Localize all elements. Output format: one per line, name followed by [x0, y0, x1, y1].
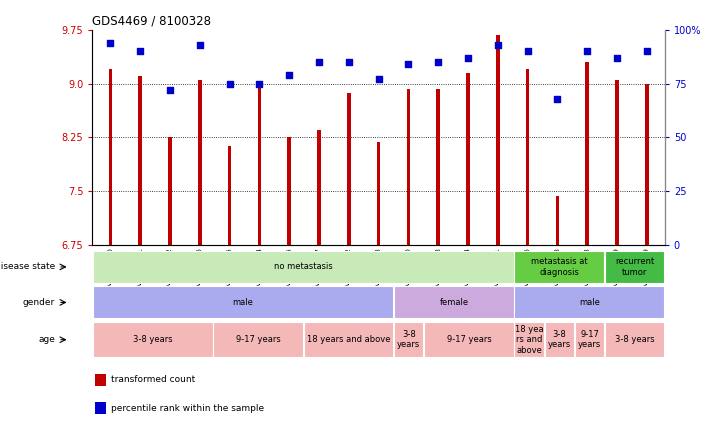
- Bar: [585, 62, 589, 245]
- Text: 3-8 years: 3-8 years: [615, 335, 654, 344]
- Bar: [466, 73, 470, 245]
- Bar: [545, 322, 574, 357]
- Bar: [394, 286, 514, 319]
- Text: 9-17
years: 9-17 years: [578, 330, 601, 349]
- Point: [224, 80, 235, 87]
- Bar: [95, 402, 106, 414]
- Point: [552, 95, 563, 102]
- Point: [254, 80, 265, 87]
- Point: [373, 76, 384, 82]
- Bar: [407, 88, 410, 245]
- Bar: [317, 130, 321, 245]
- Bar: [556, 196, 560, 245]
- Text: transformed count: transformed count: [111, 375, 195, 385]
- Bar: [287, 137, 291, 245]
- Bar: [615, 80, 619, 245]
- Text: 9-17 years: 9-17 years: [236, 335, 280, 344]
- Bar: [139, 77, 142, 245]
- Text: 3-8
years: 3-8 years: [397, 330, 420, 349]
- Bar: [515, 322, 544, 357]
- Point: [582, 48, 593, 55]
- Bar: [574, 322, 604, 357]
- Bar: [228, 146, 231, 245]
- Point: [492, 41, 503, 48]
- Text: 18 yea
rs and
above: 18 yea rs and above: [515, 325, 543, 354]
- Bar: [109, 69, 112, 245]
- Text: GDS4469 / 8100328: GDS4469 / 8100328: [92, 14, 211, 27]
- Bar: [257, 84, 261, 245]
- Point: [284, 71, 295, 78]
- Point: [105, 39, 116, 46]
- Point: [462, 54, 474, 61]
- Bar: [168, 137, 172, 245]
- Bar: [92, 251, 514, 283]
- Bar: [437, 88, 440, 245]
- Bar: [526, 69, 530, 245]
- Text: disease state: disease state: [0, 262, 55, 272]
- Bar: [515, 286, 665, 319]
- Bar: [95, 374, 106, 386]
- Bar: [377, 142, 380, 245]
- Point: [164, 87, 176, 93]
- Text: male: male: [579, 298, 600, 307]
- Text: age: age: [38, 335, 55, 344]
- Point: [314, 58, 325, 65]
- Text: metastasis at
diagnosis: metastasis at diagnosis: [531, 257, 588, 277]
- Bar: [92, 322, 213, 357]
- Text: 3-8 years: 3-8 years: [133, 335, 173, 344]
- Text: percentile rank within the sample: percentile rank within the sample: [111, 404, 264, 412]
- Text: 18 years and above: 18 years and above: [306, 335, 390, 344]
- Bar: [424, 322, 514, 357]
- Bar: [198, 80, 201, 245]
- Text: 9-17 years: 9-17 years: [447, 335, 491, 344]
- Point: [134, 48, 146, 55]
- Bar: [605, 251, 665, 283]
- Bar: [213, 322, 303, 357]
- Bar: [394, 322, 424, 357]
- Text: female: female: [439, 298, 469, 307]
- Point: [611, 54, 623, 61]
- Text: 3-8
years: 3-8 years: [547, 330, 571, 349]
- Bar: [645, 84, 648, 245]
- Text: no metastasis: no metastasis: [274, 262, 333, 272]
- Bar: [496, 35, 500, 245]
- Point: [432, 58, 444, 65]
- Bar: [347, 93, 351, 245]
- Point: [194, 41, 205, 48]
- Point: [641, 48, 653, 55]
- Text: male: male: [232, 298, 254, 307]
- Bar: [515, 251, 604, 283]
- Bar: [605, 322, 665, 357]
- Bar: [304, 322, 393, 357]
- Bar: [92, 286, 393, 319]
- Point: [522, 48, 533, 55]
- Text: recurrent
tumor: recurrent tumor: [615, 257, 654, 277]
- Point: [402, 61, 414, 68]
- Text: gender: gender: [23, 298, 55, 307]
- Point: [343, 58, 355, 65]
